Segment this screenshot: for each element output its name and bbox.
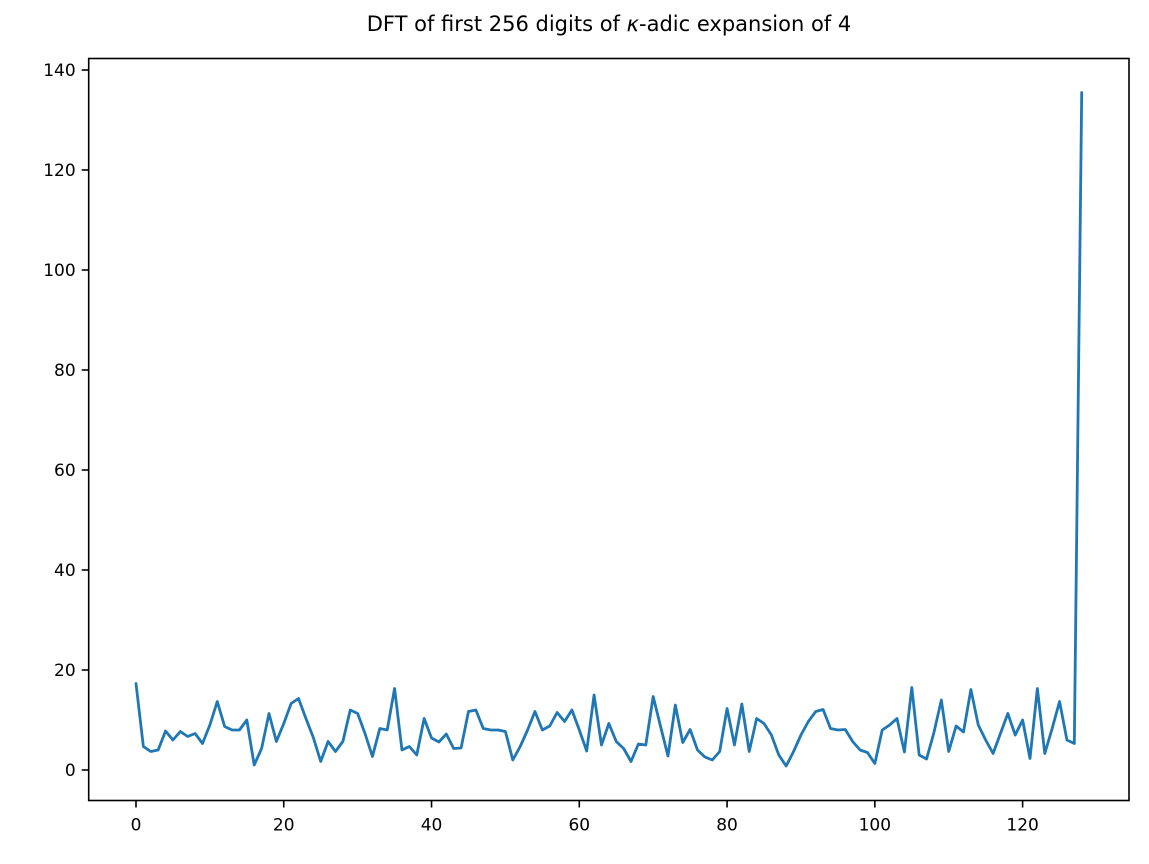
x-tick-label: 60 — [568, 816, 590, 836]
x-tick-label: 100 — [859, 816, 891, 836]
chart-title-prefix: DFT of first 256 digits of — [366, 12, 627, 36]
x-tick-label: 0 — [131, 816, 142, 836]
axes-spines — [87, 57, 1130, 802]
chart-title: DFT of first 256 digits of κ-adic expans… — [89, 12, 1129, 36]
chart-title-kappa: κ — [626, 12, 640, 36]
y-tick-label: 40 — [54, 561, 76, 581]
x-tick-label: 40 — [421, 816, 443, 836]
y-tick-label: 120 — [43, 161, 75, 181]
y-tick-label: 0 — [65, 761, 76, 781]
chart-title-suffix: -adic expansion of 4 — [639, 12, 852, 36]
x-tick-label: 120 — [1006, 816, 1038, 836]
dft-series-line — [134, 91, 1084, 768]
y-tick-label: 80 — [54, 361, 76, 381]
x-tick-label: 80 — [716, 816, 738, 836]
x-tick-label: 20 — [273, 816, 295, 836]
y-tick-label: 60 — [54, 461, 76, 481]
y-tick-label: 140 — [43, 61, 75, 81]
y-tick-label: 100 — [43, 261, 75, 281]
y-tick-label: 20 — [54, 661, 76, 681]
